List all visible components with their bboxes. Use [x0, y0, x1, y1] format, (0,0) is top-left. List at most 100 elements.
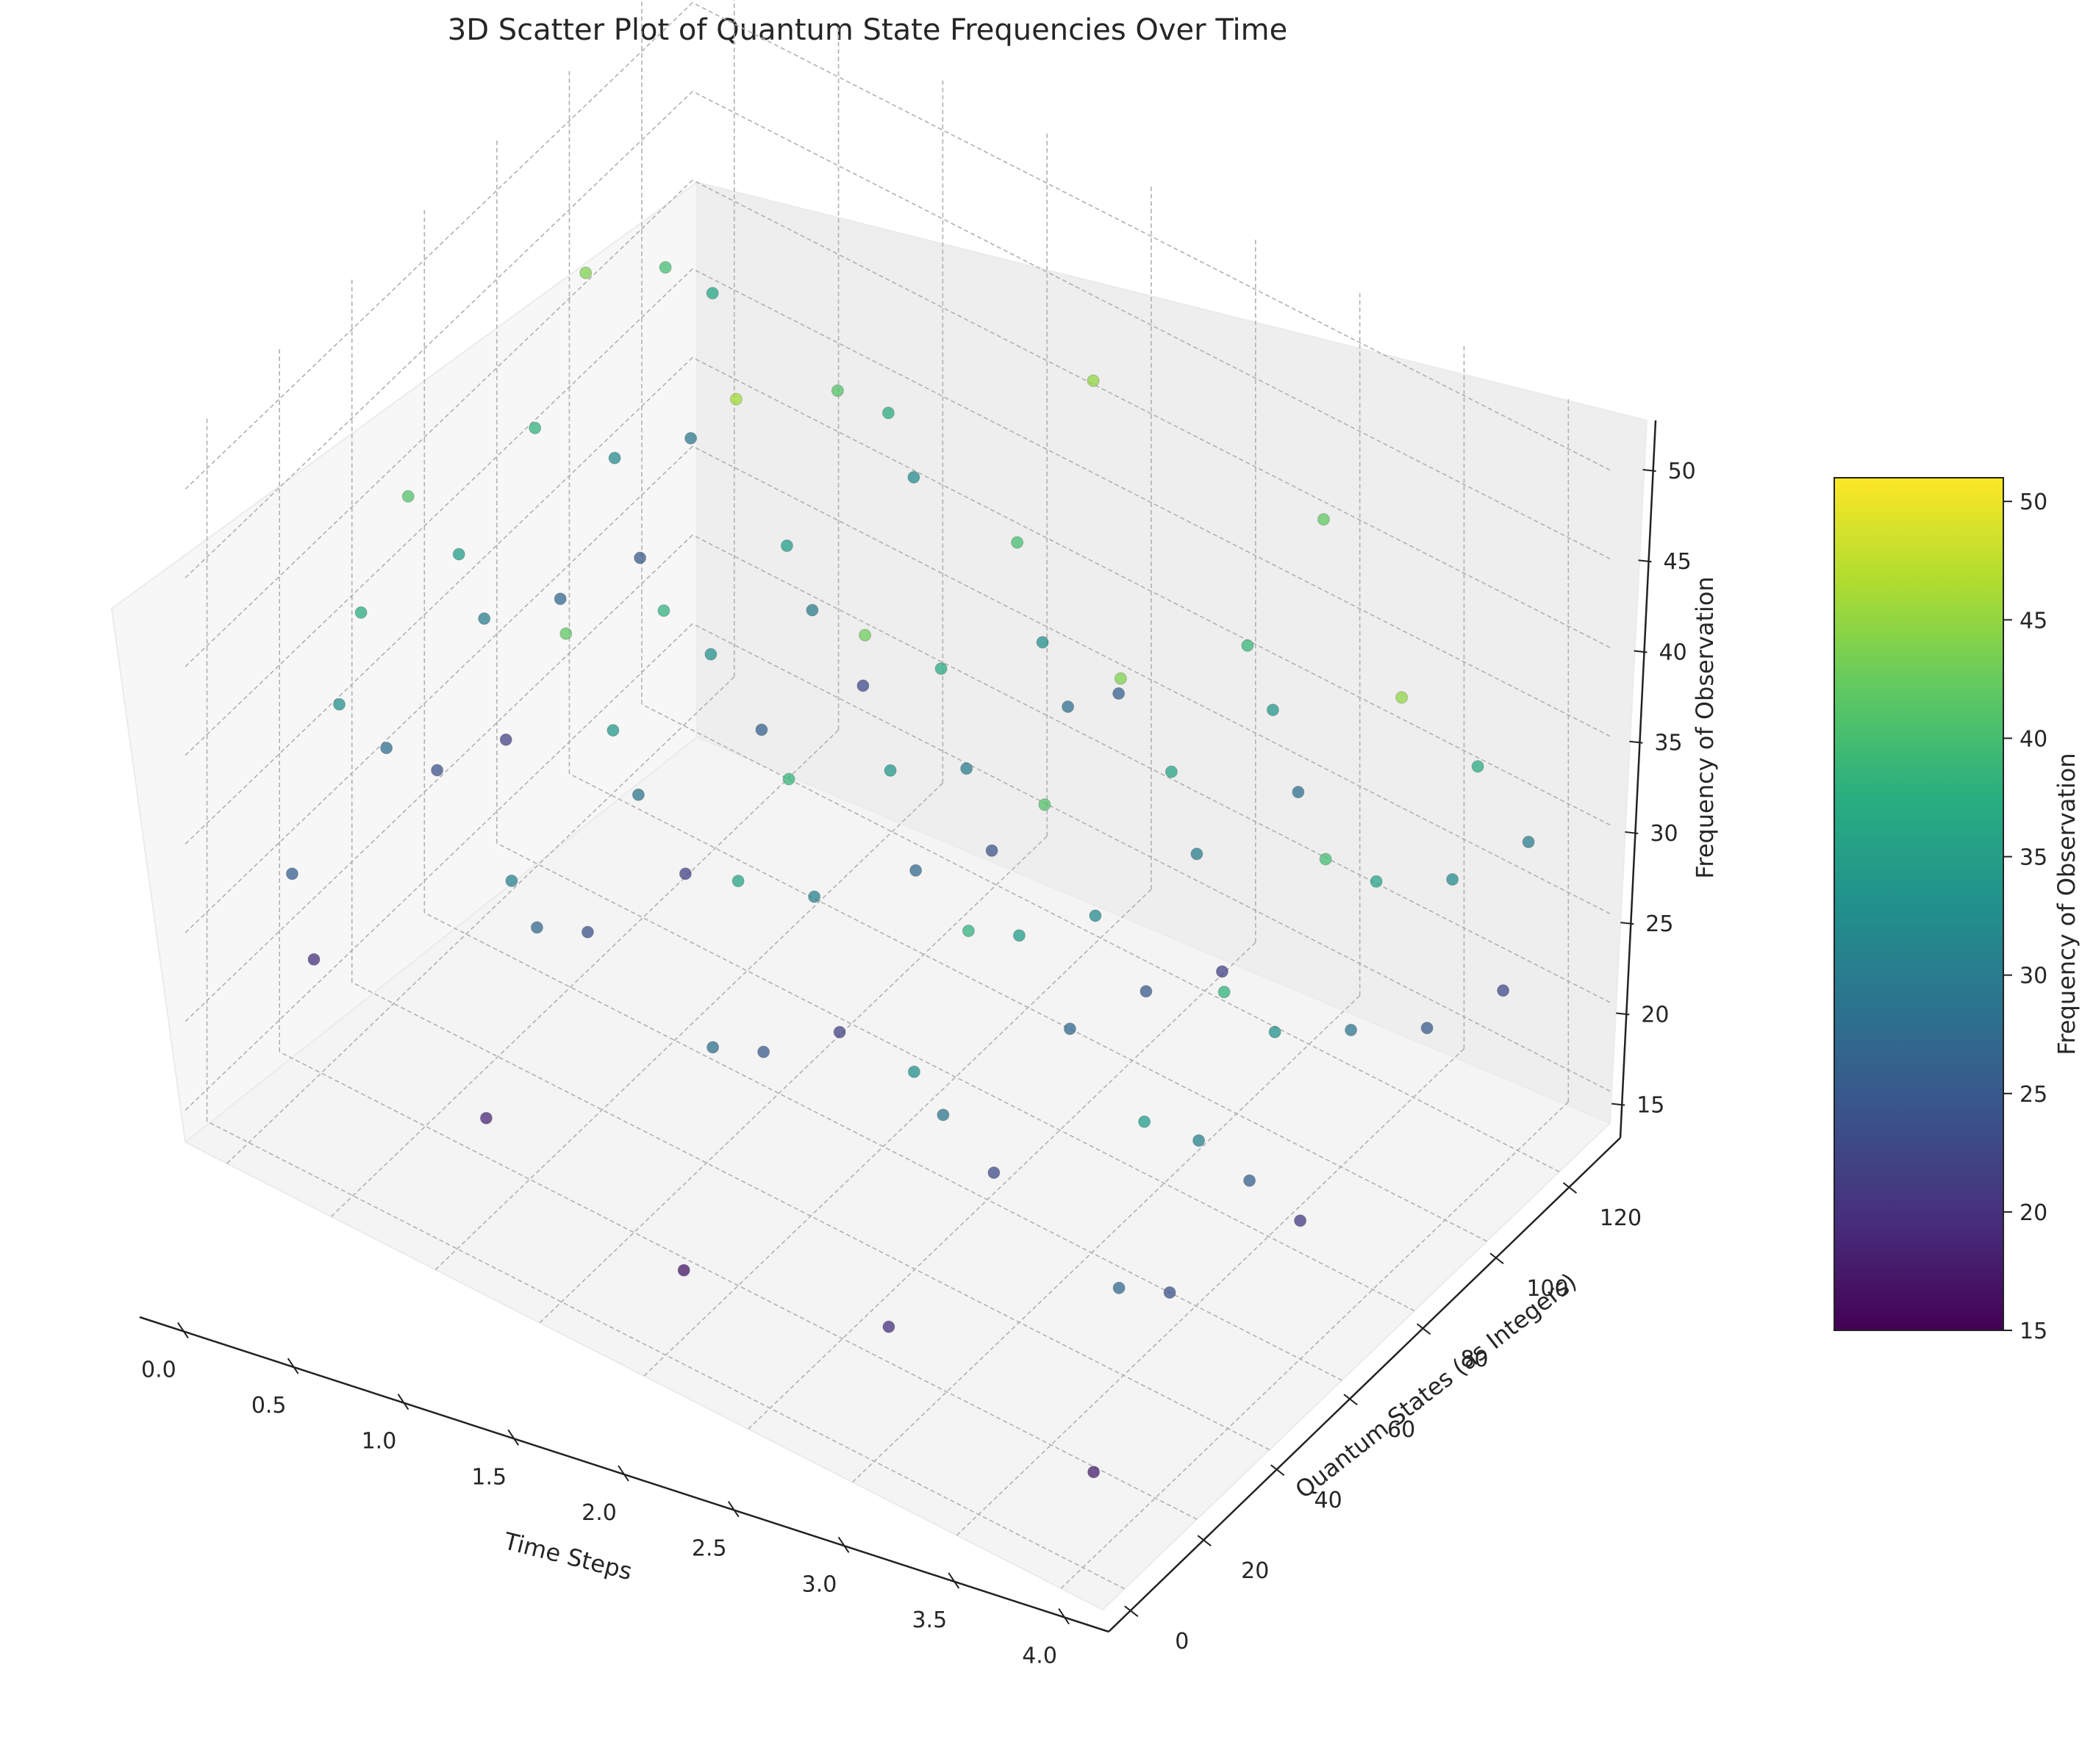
y-tick [1416, 1323, 1431, 1335]
x-tick-label: 1.0 [362, 1429, 397, 1455]
data-point [354, 606, 368, 619]
z-tick-label: 50 [1668, 459, 1696, 484]
grid-line-z [692, 623, 1611, 1092]
y-tick [1343, 1394, 1358, 1405]
x-tick [287, 1358, 299, 1374]
z-tick [1634, 650, 1648, 653]
data-point [499, 733, 512, 746]
data-point [1319, 853, 1332, 866]
z-tick [1638, 559, 1652, 563]
data-point [1087, 1466, 1101, 1479]
data-point [962, 925, 975, 937]
data-point [505, 874, 518, 887]
data-point [833, 1025, 846, 1039]
colorbar-tick-label: 35 [2020, 845, 2047, 871]
data-point [1294, 1214, 1307, 1227]
data-point [579, 266, 593, 279]
data-point [1012, 929, 1026, 942]
grid-lines [185, 0, 1611, 1590]
data-point [1089, 909, 1102, 922]
data-point [907, 470, 920, 484]
chart-title: 3D Scatter Plot of Quantum State Frequen… [448, 13, 1287, 47]
z-tick-label: 30 [1650, 821, 1678, 847]
z-axis-line [1619, 420, 1657, 1139]
colorbar: 15 20 25 30 35 40 45 50 Frequency of Observatio… [1834, 477, 2081, 1344]
data-point [581, 925, 594, 939]
colorbar-tick-label: 25 [2020, 1082, 2047, 1108]
colorbar-tick-label: 45 [2020, 608, 2047, 634]
grid-line-y [207, 1120, 1125, 1590]
grid-line-z [692, 1, 1611, 471]
x-axis-label: Time Steps [501, 1527, 635, 1585]
data-points [285, 261, 1535, 1479]
y-tick-label: 60 [1387, 1417, 1415, 1443]
data-point [559, 627, 573, 640]
data-point [782, 772, 795, 786]
y-tick-label: 80 [1460, 1347, 1488, 1372]
data-point [307, 953, 321, 966]
data-point [679, 867, 692, 881]
x-tick [507, 1429, 520, 1446]
grid-line-z [692, 445, 1611, 914]
data-point [1241, 639, 1254, 652]
data-point [1036, 636, 1049, 649]
data-point [1345, 1023, 1358, 1036]
x-tick [618, 1465, 629, 1482]
grid-line-y [279, 1051, 1198, 1520]
floor-pane [184, 736, 1611, 1611]
data-point [1192, 1134, 1206, 1147]
colorbar-gradient [1834, 477, 2004, 1331]
data-point [1522, 836, 1535, 848]
data-point [657, 604, 670, 617]
data-point [632, 788, 645, 801]
data-point [431, 764, 444, 777]
x-tick [837, 1536, 850, 1553]
y-tick-label: 40 [1314, 1488, 1342, 1513]
z-tick [1629, 740, 1643, 744]
data-point [907, 1065, 920, 1078]
z-tick-label: 35 [1654, 731, 1682, 756]
colorbar-tick-label: 20 [2020, 1200, 2047, 1226]
data-point [285, 867, 298, 881]
data-point [684, 431, 698, 445]
data-point [1266, 703, 1279, 717]
data-point [755, 723, 768, 736]
data-point [380, 742, 393, 755]
data-point [1114, 672, 1127, 685]
data-point [1292, 786, 1305, 799]
data-point [1420, 1022, 1434, 1035]
colorbar-ticks: 15 20 25 30 35 40 45 50 [2003, 490, 2047, 1344]
grid-line-y [423, 912, 1342, 1381]
y-tick [1489, 1252, 1504, 1264]
data-point [704, 648, 718, 661]
x-tick-label: 2.5 [692, 1536, 727, 1562]
colorbar-tick-label: 40 [2020, 726, 2047, 752]
data-point [1165, 765, 1178, 778]
y-tick-label: 20 [1241, 1558, 1269, 1584]
data-point [1370, 875, 1383, 888]
colorbar-tick-label: 50 [2020, 490, 2047, 515]
y-tick-label: 0 [1175, 1629, 1189, 1654]
data-point [1038, 798, 1051, 811]
grid-line-y [641, 703, 1560, 1172]
x-tick-label: 3.0 [802, 1571, 837, 1597]
data-point [806, 603, 819, 617]
grid-line-y [351, 981, 1270, 1451]
data-point [937, 1108, 950, 1122]
data-point [1140, 985, 1153, 998]
y-tick [1124, 1605, 1139, 1617]
data-point [1395, 691, 1409, 704]
data-point [859, 628, 872, 642]
data-point [1011, 536, 1024, 549]
z-tick-label: 15 [1636, 1093, 1664, 1119]
x-tick-label: 4.0 [1022, 1643, 1057, 1669]
x-tick-label: 0.5 [251, 1393, 287, 1419]
grid-line-z [692, 356, 1611, 826]
data-point [1062, 700, 1075, 713]
data-point [808, 890, 821, 903]
data-point [1446, 873, 1459, 886]
data-point [677, 1263, 690, 1277]
data-point [884, 764, 897, 777]
data-point [882, 1320, 895, 1333]
